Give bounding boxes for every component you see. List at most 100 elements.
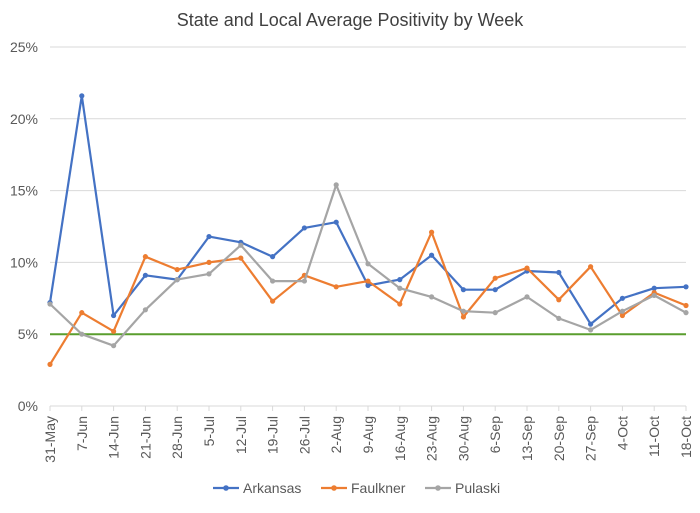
data-point-faulkner <box>365 278 371 284</box>
legend-marker <box>331 485 337 491</box>
data-point-faulkner <box>270 298 276 304</box>
data-point-arkansas <box>460 287 466 293</box>
data-point-faulkner <box>429 229 435 235</box>
x-tick-label: 20-Sep <box>551 416 567 461</box>
x-tick-label: 28-Jun <box>169 416 185 459</box>
y-tick-label: 5% <box>18 326 38 342</box>
data-point-faulkner <box>492 275 498 281</box>
series-line-faulkner <box>49 231 687 365</box>
data-point-faulkner <box>524 265 530 271</box>
data-point-arkansas <box>588 321 594 327</box>
y-axis: 0% 5% 10% 15% 20% 25% <box>10 39 38 414</box>
data-point-arkansas <box>142 272 148 278</box>
data-point-pulaski <box>429 294 435 300</box>
x-tick-label: 5-Jul <box>201 416 217 446</box>
x-tick-label: 19-Jul <box>265 416 281 454</box>
data-point-pulaski <box>619 308 626 314</box>
x-tick-label: 13-Sep <box>519 416 535 461</box>
data-point-pulaski <box>651 292 657 299</box>
data-point-pulaski <box>556 315 562 322</box>
x-tick-label: 30-Aug <box>455 416 471 461</box>
data-point-faulkner <box>79 310 85 316</box>
chart-title: State and Local Average Positivity by We… <box>177 10 525 30</box>
x-tick-label: 21-Jun <box>137 416 153 459</box>
data-point-pulaski <box>111 343 117 349</box>
legend-marker <box>435 485 441 491</box>
data-point-faulkner <box>588 264 594 270</box>
data-point-faulkner <box>238 255 244 261</box>
x-tick-label: 9-Aug <box>360 416 376 453</box>
x-tick-label: 23-Aug <box>424 416 440 461</box>
data-point-arkansas <box>333 219 339 225</box>
x-tick-label: 4-Oct <box>614 416 630 450</box>
y-tick-label: 20% <box>10 111 38 127</box>
series-group <box>47 93 689 367</box>
legend-label: Arkansas <box>243 480 301 496</box>
x-axis: 31-May 7-Jun 14-Jun 21-Jun 28-Jun 5-Jul 12-Jul… <box>42 406 694 463</box>
data-point-faulkner <box>683 302 689 309</box>
data-point-pulaski <box>238 242 244 248</box>
data-point-faulkner <box>111 328 117 334</box>
data-point-pulaski <box>174 277 180 283</box>
data-point-arkansas <box>397 277 403 283</box>
data-point-faulkner <box>460 314 466 320</box>
data-point-faulkner <box>556 297 562 303</box>
data-point-pulaski <box>683 310 689 316</box>
data-point-arkansas <box>651 285 657 291</box>
x-tick-label: 14-Jun <box>106 416 122 459</box>
data-point-arkansas <box>301 225 307 231</box>
data-point-arkansas <box>683 284 689 290</box>
x-tick-label: 11-Oct <box>646 416 662 457</box>
data-point-faulkner <box>47 361 53 367</box>
data-point-faulkner <box>206 259 212 265</box>
series-line-arkansas <box>48 94 687 326</box>
legend-label: Pulaski <box>455 480 500 496</box>
x-tick-label: 18-Oct <box>678 416 694 458</box>
data-point-pulaski <box>206 271 212 277</box>
legend: Arkansas Faulkner Pulaski <box>213 480 500 496</box>
x-tick-label: 27-Sep <box>583 416 599 461</box>
y-tick-label: 10% <box>10 254 38 270</box>
data-point-faulkner <box>619 312 626 319</box>
data-point-pulaski <box>333 182 339 188</box>
data-point-pulaski <box>524 294 530 300</box>
y-tick-label: 25% <box>10 39 38 55</box>
data-point-pulaski <box>397 285 403 291</box>
x-tick-label: 16-Aug <box>392 416 408 461</box>
data-point-faulkner <box>174 266 180 273</box>
data-point-faulkner <box>142 254 148 260</box>
data-point-arkansas <box>429 252 435 258</box>
y-tick-label: 15% <box>10 183 38 199</box>
x-tick-label: 31-May <box>42 416 58 463</box>
y-tick-label: 0% <box>18 398 38 414</box>
data-point-arkansas <box>206 233 212 240</box>
data-point-pulaski <box>492 310 498 316</box>
data-point-faulkner <box>397 301 403 307</box>
data-point-arkansas <box>111 312 117 319</box>
legend-label: Faulkner <box>351 480 406 496</box>
data-point-arkansas <box>619 295 626 301</box>
data-point-pulaski <box>301 278 307 284</box>
data-point-pulaski <box>460 308 466 314</box>
data-point-arkansas <box>365 282 371 288</box>
data-point-pulaski <box>142 307 148 313</box>
legend-marker <box>223 485 229 491</box>
x-tick-label: 12-Jul <box>233 416 249 454</box>
data-point-pulaski <box>365 261 371 267</box>
data-point-faulkner <box>333 284 339 290</box>
data-point-pulaski <box>47 301 53 307</box>
x-tick-label: 26-Jul <box>296 416 312 454</box>
data-point-pulaski <box>79 331 85 337</box>
x-tick-label: 2-Aug <box>328 416 344 453</box>
data-point-pulaski <box>270 278 276 284</box>
data-point-arkansas <box>556 269 562 276</box>
gridlines <box>50 46 686 407</box>
data-point-arkansas <box>492 287 498 293</box>
data-point-pulaski <box>588 327 594 333</box>
x-tick-label: 7-Jun <box>74 416 90 451</box>
x-tick-label: 6-Sep <box>487 416 503 454</box>
data-point-arkansas <box>270 254 276 260</box>
data-point-arkansas <box>79 93 85 99</box>
